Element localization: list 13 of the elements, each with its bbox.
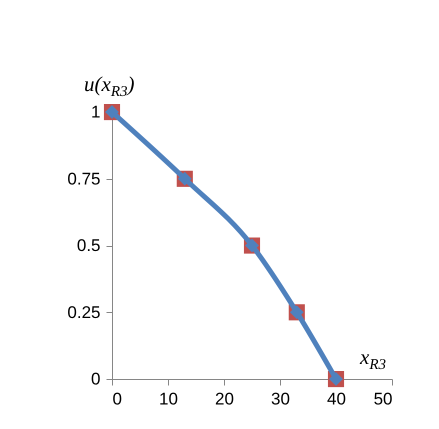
x-tick-label: 10 <box>159 390 178 408</box>
y-tick-label: 1 <box>91 102 100 122</box>
x-tick-label: 20 <box>215 390 234 408</box>
y-tick-label: 0.75 <box>67 169 100 188</box>
x-tick-label: 50 <box>374 390 392 408</box>
y-tick-label: 0.25 <box>67 302 100 322</box>
x-tick-label: 30 <box>271 390 290 408</box>
y-axis-title: u(x$_{R3}$) <box>84 72 134 102</box>
x-tick-label: 40 <box>327 390 346 408</box>
y-tick-label: 0.5 <box>76 236 100 255</box>
x-tick-label: 0 <box>112 390 122 408</box>
y-tick-label: 0 <box>91 370 100 388</box>
x-axis-title: x$_{R3}$ <box>360 345 386 374</box>
